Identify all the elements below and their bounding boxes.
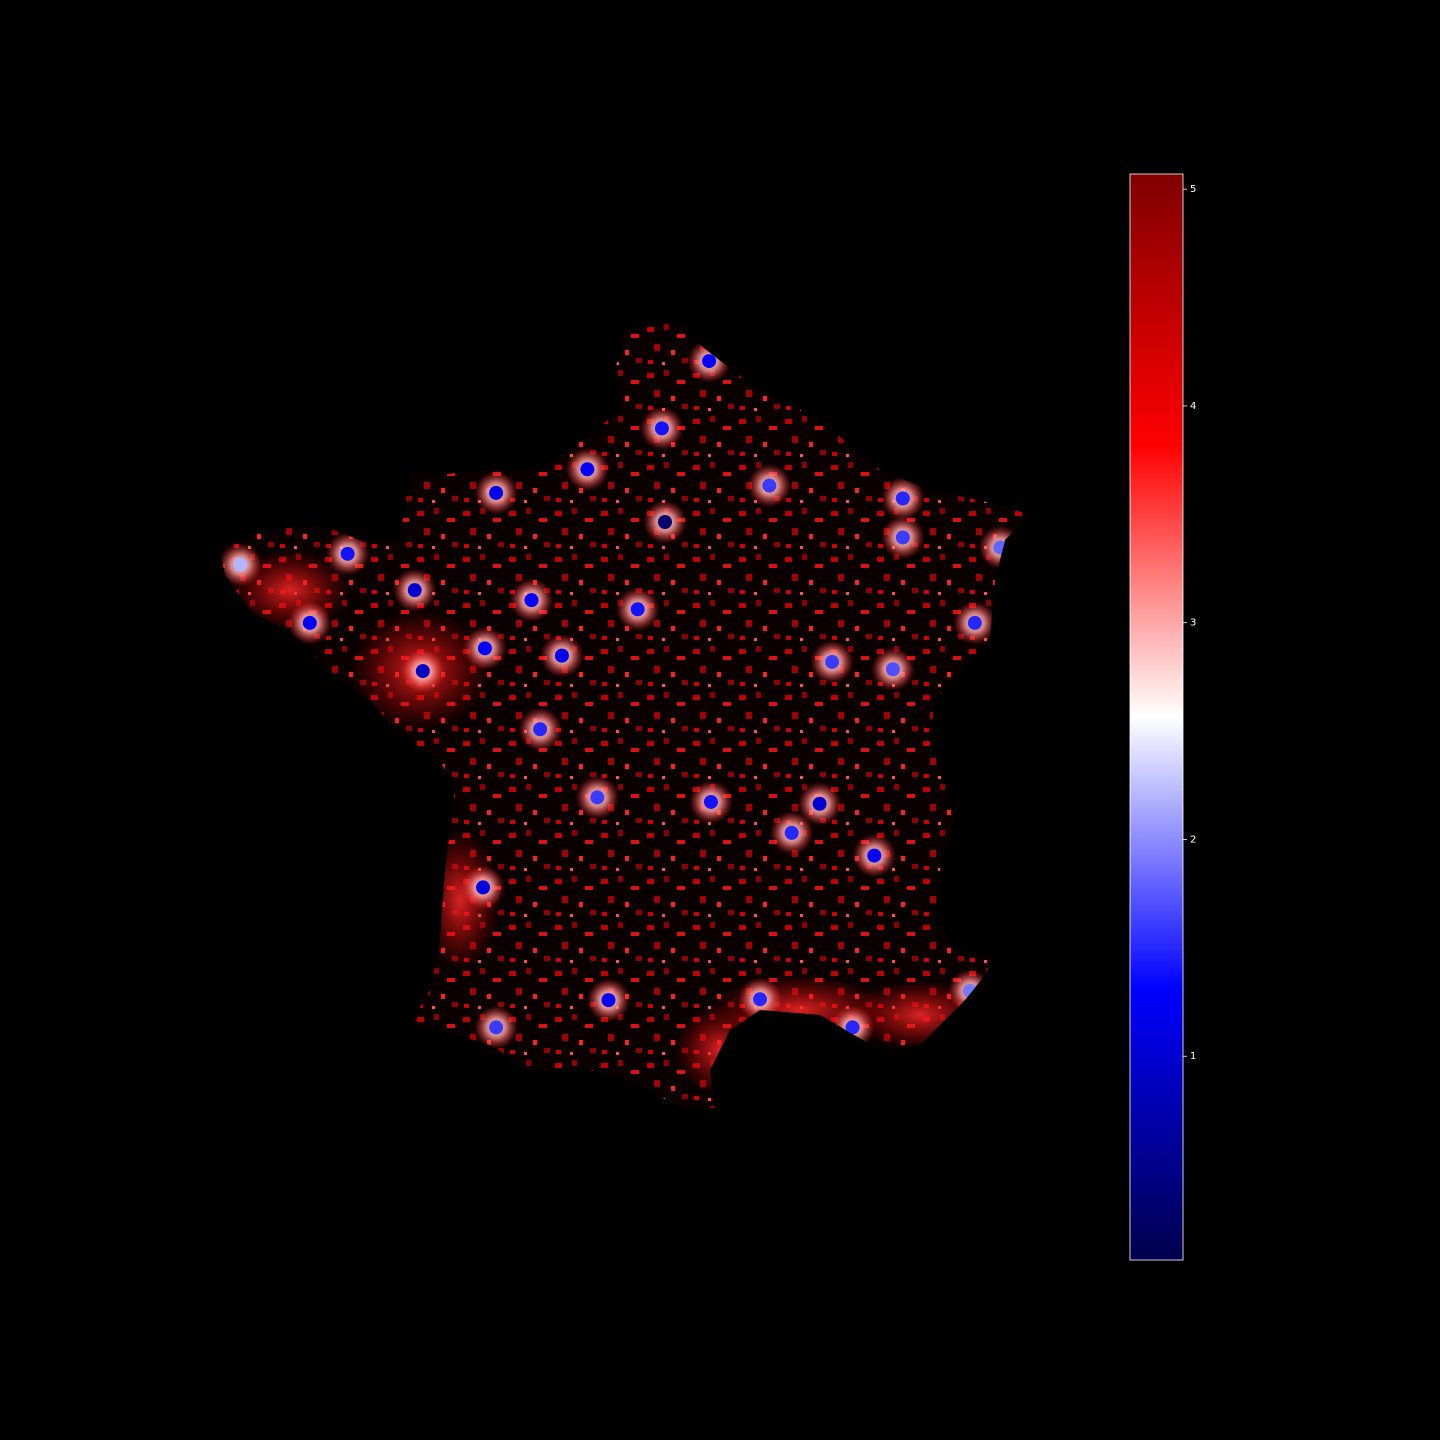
hotspot (895, 530, 910, 545)
hotspot (895, 491, 910, 506)
hotspot (554, 648, 569, 663)
hotspot (702, 354, 717, 369)
hotspot (477, 641, 492, 656)
hotspot (489, 485, 504, 500)
hotspot (590, 790, 605, 805)
france-map (220, 322, 1030, 1108)
hotspot (601, 993, 616, 1008)
hotspot (825, 654, 840, 669)
colorbar-tick-label: 3 (1190, 618, 1196, 629)
hotspot (967, 615, 982, 630)
hotspot (630, 602, 645, 617)
hotspot (762, 478, 777, 493)
colorbar-tick-label: 2 (1190, 834, 1196, 845)
hotspot (993, 540, 1008, 555)
colorbar-tick-label: 4 (1190, 401, 1196, 412)
hotspot (845, 1020, 860, 1035)
hotspot (962, 984, 977, 999)
hotspot (302, 615, 317, 630)
colorbar-tick-label: 5 (1190, 184, 1196, 195)
hotspot (407, 583, 422, 598)
hotspot (476, 880, 491, 895)
hotspot (658, 515, 672, 529)
colorbar (1129, 173, 1184, 1261)
hotspot (703, 794, 718, 809)
hotspot (340, 546, 355, 561)
colorbar-tick-label: 1 (1190, 1051, 1196, 1062)
hotspot (489, 1020, 504, 1035)
hotspot (885, 662, 900, 677)
hotspot (524, 593, 539, 608)
hotspot (812, 796, 827, 811)
hotspot (233, 557, 248, 572)
hotspot (753, 992, 768, 1007)
glow (675, 1005, 765, 1095)
hotspot (580, 462, 595, 477)
hotspot (867, 848, 882, 863)
hotspot (533, 722, 548, 737)
hotspot (784, 825, 799, 840)
hotspot (415, 664, 430, 679)
hotspot (654, 421, 669, 436)
colorbar-ticks: 1 2 3 4 5 (1183, 184, 1196, 1062)
hotspots (220, 339, 1023, 1050)
